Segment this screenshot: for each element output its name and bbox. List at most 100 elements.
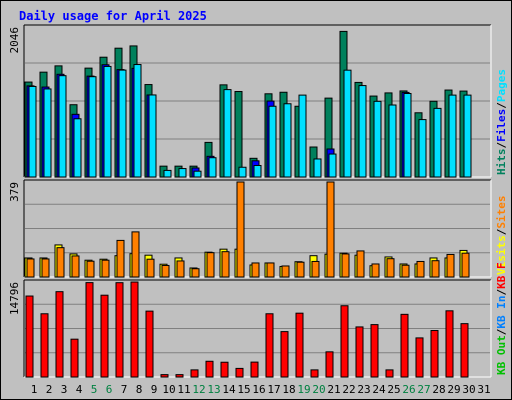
- bar-kb-f-day-3: [55, 291, 64, 378]
- bar-sites-day-7: [116, 239, 125, 278]
- bar-kb-f-day-13: [205, 360, 214, 378]
- bar-kb-f-day-6: [100, 294, 109, 378]
- bar-sites-day-14: [221, 251, 230, 278]
- x-tick-day-29: 29: [447, 383, 460, 396]
- bar-pages-day-1: [28, 85, 37, 178]
- legend-kb-in: KB In: [495, 296, 508, 329]
- x-tick-day-19: 19: [297, 383, 310, 396]
- series-legend: Visits/Sites: [495, 196, 508, 276]
- x-tick-day-18: 18: [282, 383, 295, 396]
- bar-pages-day-28: [433, 107, 442, 178]
- bar-sites-day-15: [236, 181, 245, 278]
- bar-pages-day-17: [268, 105, 277, 178]
- x-tick-day-8: 8: [136, 383, 143, 396]
- bar-pages-day-25: [388, 104, 397, 178]
- legend-separator: /: [495, 228, 508, 235]
- bar-pages-day-15: [238, 166, 247, 178]
- bar-sites-day-27: [416, 260, 425, 278]
- x-tick-day-20: 20: [312, 383, 325, 396]
- bar-sites-day-20: [311, 260, 320, 278]
- x-tick-day-25: 25: [387, 383, 400, 396]
- bar-sites-day-24: [371, 263, 380, 278]
- bar-sites-day-12: [191, 268, 200, 278]
- bar-kb-f-day-7: [115, 282, 124, 378]
- legend-sites: Sites: [495, 196, 508, 229]
- bar-pages-day-24: [373, 100, 382, 178]
- bar-kb-f-day-19: [295, 312, 304, 378]
- bar-pages-day-16: [253, 164, 262, 178]
- bar-kb-f-day-16: [250, 361, 259, 378]
- series-pages: [28, 64, 472, 178]
- bar-kb-f-day-30: [460, 323, 469, 378]
- x-tick-day-30: 30: [462, 383, 475, 396]
- bar-sites-day-11: [176, 260, 185, 278]
- bar-sites-day-10: [161, 264, 170, 278]
- bar-sites-day-1: [26, 258, 35, 278]
- bar-sites-day-21: [326, 181, 335, 278]
- x-tick-day-24: 24: [372, 383, 386, 396]
- bar-kb-f-day-20: [310, 369, 319, 378]
- bar-kb-f-day-9: [145, 310, 154, 378]
- bar-kb-f-day-10: [160, 374, 169, 378]
- x-tick-day-12: 12: [192, 383, 205, 396]
- series-legend: Hits/Files/Pages: [495, 69, 508, 175]
- panels-layer: 2046Hits/Files/Pages379Visits/Sites14796…: [8, 24, 508, 378]
- chart-title: Daily usage for April 2025: [19, 9, 207, 23]
- x-tick-day-7: 7: [121, 383, 128, 396]
- bar-sites-day-9: [146, 258, 155, 278]
- bar-pages-day-21: [328, 153, 337, 178]
- bar-pages-day-11: [178, 168, 187, 178]
- bar-kb-f-day-25: [385, 369, 394, 378]
- x-tick-day-21: 21: [327, 383, 340, 396]
- bar-sites-day-26: [401, 264, 410, 278]
- panel-visits-sites: 379 Visits/Sites: [8, 179, 508, 278]
- bar-sites-day-6: [101, 259, 110, 278]
- legend-hits: Hits: [495, 149, 508, 176]
- legend-pages: Pages: [495, 69, 508, 102]
- bar-kb-f-day-28: [430, 330, 439, 378]
- legend-kb-out: KB Out: [495, 335, 508, 375]
- x-tick-day-15: 15: [237, 383, 250, 396]
- x-tick-day-17: 17: [267, 383, 280, 396]
- bar-kb-f-day-26: [400, 313, 409, 378]
- x-tick-day-16: 16: [252, 383, 265, 396]
- bar-sites-day-3: [56, 247, 65, 278]
- bar-kb-f-day-11: [175, 374, 184, 378]
- bar-pages-day-19: [298, 94, 307, 178]
- x-tick-day-28: 28: [432, 383, 445, 396]
- bar-sites-day-28: [431, 260, 440, 278]
- bar-kb-f-day-21: [325, 351, 334, 378]
- legend-kb-f: KB F: [495, 262, 508, 289]
- bar-pages-day-18: [283, 103, 292, 178]
- bar-kb-f-day-23: [355, 326, 364, 378]
- x-tick-day-27: 27: [417, 383, 430, 396]
- bar-kb-f-day-24: [370, 324, 379, 378]
- bar-pages-day-6: [103, 65, 112, 178]
- bar-pages-day-4: [73, 118, 82, 178]
- bar-sites-day-2: [41, 258, 50, 278]
- x-tick-day-22: 22: [342, 383, 355, 396]
- bar-pages-day-10: [163, 169, 172, 178]
- bar-sites-day-23: [356, 250, 365, 278]
- bar-kb-f-day-12: [190, 369, 199, 378]
- x-tick-day-2: 2: [46, 383, 53, 396]
- bar-sites-day-30: [461, 252, 470, 278]
- x-tick-day-3: 3: [61, 383, 68, 396]
- bar-kb-f-day-27: [415, 337, 424, 378]
- x-tick-day-26: 26: [402, 383, 415, 396]
- x-tick-day-23: 23: [357, 383, 370, 396]
- x-tick-day-1: 1: [31, 383, 38, 396]
- x-tick-day-11: 11: [177, 383, 190, 396]
- bar-kb-f-day-5: [85, 282, 94, 378]
- x-tick-day-14: 14: [222, 383, 236, 396]
- bar-pages-day-27: [418, 119, 427, 178]
- legend-separator: /: [495, 328, 508, 335]
- bar-pages-day-14: [223, 89, 232, 178]
- x-tick-day-4: 4: [76, 383, 83, 396]
- bar-pages-day-7: [118, 69, 127, 178]
- series-kb-f: [25, 281, 469, 378]
- bar-pages-day-23: [358, 85, 367, 178]
- legend-files: Files: [495, 109, 508, 142]
